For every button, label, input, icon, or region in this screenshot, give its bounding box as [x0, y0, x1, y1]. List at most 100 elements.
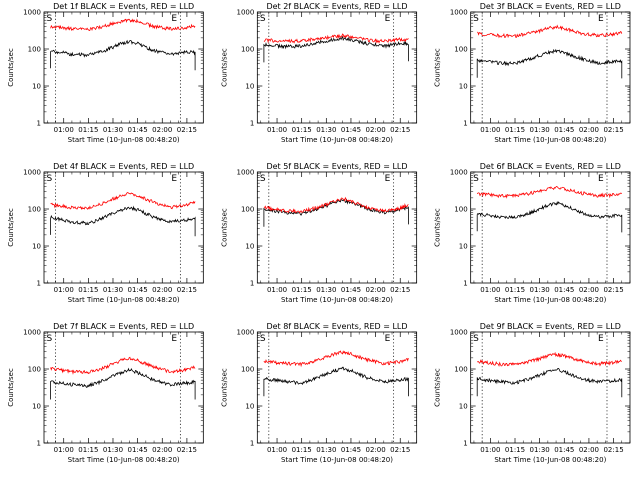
y-tick-label: 1 [37, 120, 41, 128]
plot-frame [43, 11, 204, 124]
y-tick-label: 10 [245, 243, 254, 251]
x-tick-label: 02:00 [152, 446, 172, 454]
y-tick-label: 100 [28, 206, 41, 214]
start-marker-label: S [260, 334, 266, 344]
x-tick-label: 01:45 [128, 286, 148, 294]
events-series-line [476, 367, 623, 398]
plot-frame [256, 11, 418, 124]
plot-frame [256, 331, 418, 444]
x-tick-label: 01:30 [530, 286, 550, 294]
x-tick-label: 01:15 [505, 286, 525, 294]
y-axis-label: Counts/sec [434, 48, 442, 87]
x-tick-label: 02:00 [366, 286, 386, 294]
events-series-line [263, 198, 409, 227]
panel-title: Det 8f BLACK = Events, RED = LLD [266, 322, 407, 331]
x-tick-label: 01:30 [103, 126, 123, 134]
x-tick-label: 02:00 [579, 126, 599, 134]
panel-title: Det 6f BLACK = Events, RED = LLD [480, 162, 621, 171]
lld-series-line [263, 350, 409, 368]
x-tick-label: 01:15 [292, 126, 312, 134]
y-axis-label: Counts/sec [220, 208, 228, 247]
x-tick-label: 01:00 [480, 446, 500, 454]
x-tick-label: 02:00 [579, 286, 599, 294]
x-tick-label: 02:15 [390, 286, 410, 294]
x-tick-label: 01:15 [78, 126, 98, 134]
start-marker-label: S [46, 14, 52, 24]
x-axis-label: Start Time (10-Jun-08 00:48:20) [68, 456, 180, 464]
x-axis-label: Start Time (10-Jun-08 00:48:20) [281, 136, 393, 144]
x-tick-label: 02:15 [177, 286, 197, 294]
lld-series-line [477, 24, 623, 39]
y-axis-label: Counts/sec [434, 208, 442, 247]
x-tick-label: 02:15 [177, 126, 197, 134]
end-marker-label: E [171, 334, 177, 344]
y-tick-label: 10 [459, 83, 468, 91]
x-tick-label: 01:30 [103, 446, 123, 454]
x-tick-label: 01:45 [554, 126, 574, 134]
detector-panel-5: Det 5f BLACK = Events, RED = LLD 1 10 100 10… [220, 162, 418, 304]
end-marker-label: E [171, 174, 177, 184]
x-tick-label: 01:45 [341, 126, 361, 134]
x-tick-label: 01:45 [128, 446, 148, 454]
end-marker-label: E [598, 174, 604, 184]
lld-series-line [263, 33, 409, 44]
x-tick-label: 01:00 [267, 126, 287, 134]
y-axis-label: Counts/sec [220, 368, 228, 407]
y-tick-label: 1000 [23, 9, 41, 17]
x-tick-label: 01:00 [54, 446, 74, 454]
x-tick-label: 01:45 [341, 446, 361, 454]
x-tick-label: 01:00 [54, 286, 74, 294]
x-tick-label: 02:15 [603, 126, 623, 134]
x-tick-label: 01:00 [267, 286, 287, 294]
x-tick-label: 02:15 [390, 126, 410, 134]
lld-series-line [50, 356, 196, 375]
panel-title: Det 3f BLACK = Events, RED = LLD [480, 2, 621, 11]
x-tick-label: 02:15 [390, 446, 410, 454]
y-axis-label: Counts/sec [434, 368, 442, 407]
x-axis-label: Start Time (10-Jun-08 00:48:20) [494, 296, 606, 304]
x-tick-label: 02:00 [366, 446, 386, 454]
x-tick-label: 01:30 [530, 126, 550, 134]
y-tick-label: 100 [454, 366, 467, 374]
start-marker-label: S [473, 334, 479, 344]
y-tick-label: 1 [463, 280, 467, 288]
detector-panel-6: Det 6f BLACK = Events, RED = LLD 1 10 100 10… [434, 162, 631, 304]
events-series-line [476, 48, 623, 79]
x-axis-label: Start Time (10-Jun-08 00:48:20) [281, 296, 393, 304]
start-marker-label: S [260, 174, 266, 184]
events-series-line [50, 205, 196, 237]
detector-panel-1: Det 1f BLACK = Events, RED = LLD 1 10 100 10… [7, 2, 204, 144]
y-tick-label: 100 [454, 206, 467, 214]
end-marker-label: E [598, 14, 604, 24]
start-marker-label: S [46, 334, 52, 344]
y-tick-label: 10 [459, 243, 468, 251]
y-tick-label: 10 [32, 83, 41, 91]
y-tick-label: 100 [241, 206, 254, 214]
x-tick-label: 02:15 [177, 446, 197, 454]
x-tick-label: 01:15 [292, 446, 312, 454]
x-tick-label: 01:45 [554, 446, 574, 454]
end-marker-label: E [385, 14, 391, 24]
y-tick-label: 1000 [450, 9, 468, 17]
y-tick-label: 1000 [23, 169, 41, 177]
x-tick-label: 01:30 [316, 126, 336, 134]
y-tick-label: 100 [241, 366, 254, 374]
detector-panel-8: Det 8f BLACK = Events, RED = LLD 1 10 100 10… [220, 322, 418, 464]
x-tick-label: 01:45 [128, 126, 148, 134]
start-marker-label: S [473, 174, 479, 184]
y-tick-label: 100 [28, 46, 41, 54]
plot-frame [470, 171, 631, 284]
x-axis-label: Start Time (10-Jun-08 00:48:20) [68, 136, 180, 144]
y-tick-label: 10 [32, 403, 41, 411]
start-marker-label: S [46, 174, 52, 184]
y-tick-label: 100 [241, 46, 254, 54]
detector-panel-3: Det 3f BLACK = Events, RED = LLD 1 10 100 10… [434, 2, 631, 144]
x-tick-label: 01:15 [78, 286, 98, 294]
x-axis-label: Start Time (10-Jun-08 00:48:20) [494, 136, 606, 144]
plot-frame [43, 171, 204, 284]
start-marker-label: S [473, 14, 479, 24]
x-axis-label: Start Time (10-Jun-08 00:48:20) [68, 296, 180, 304]
x-tick-label: 01:15 [505, 126, 525, 134]
y-tick-label: 1 [463, 440, 467, 448]
